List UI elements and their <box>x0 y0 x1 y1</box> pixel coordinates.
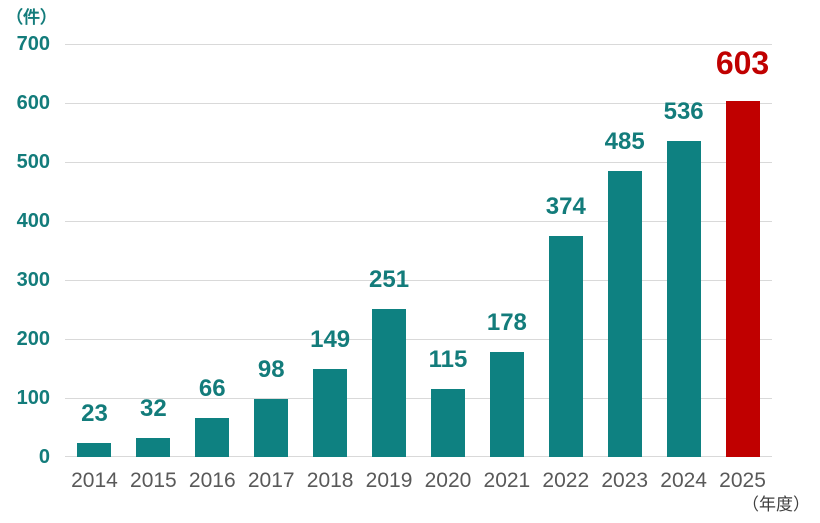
bar <box>313 369 348 457</box>
y-tick-label: 600 <box>16 92 50 114</box>
value-label: 23 <box>81 400 108 428</box>
y-tick-label: 500 <box>16 151 50 173</box>
y-tick-label: 400 <box>16 210 50 232</box>
bar <box>489 352 524 457</box>
value-label-highlight: 603 <box>715 45 770 82</box>
bar <box>195 418 230 457</box>
x-tick-label: 2017 <box>247 469 295 492</box>
value-label: 536 <box>663 97 704 125</box>
x-tick-label: 2016 <box>188 469 236 492</box>
value-label: 66 <box>198 375 226 403</box>
x-tick-label: 2023 <box>601 469 649 492</box>
gridline <box>65 398 772 399</box>
x-tick-label: 2015 <box>130 469 177 492</box>
x-tick-label: 2021 <box>483 469 531 492</box>
x-tick-label: 2025 <box>719 469 766 492</box>
x-tick-label: 2019 <box>365 469 413 492</box>
bar <box>430 389 465 457</box>
bar <box>372 308 407 457</box>
gridline <box>65 339 772 340</box>
y-tick-label: 200 <box>16 328 50 350</box>
y-axis-unit-label: （件） <box>6 8 57 27</box>
value-label: 374 <box>545 193 586 221</box>
y-tick-label: 300 <box>16 269 50 291</box>
gridline <box>65 44 772 45</box>
plot-area: 23 32 66 98 149 251 115 178 374 485 536 603 <box>65 44 772 457</box>
x-axis-unit-label: （年度） <box>742 495 810 514</box>
gridline <box>65 162 772 163</box>
bar <box>666 140 701 457</box>
x-tick-label: 2018 <box>306 469 354 492</box>
x-tick-label: 2014 <box>71 469 118 492</box>
y-tick-label: 100 <box>16 387 50 409</box>
x-tick-label: 2024 <box>660 469 707 492</box>
value-label: 115 <box>428 346 468 374</box>
value-label: 98 <box>257 356 285 384</box>
y-tick-label: 700 <box>16 33 50 55</box>
value-label: 178 <box>486 308 527 336</box>
bar <box>254 399 289 457</box>
value-label: 149 <box>310 326 351 354</box>
bar-highlight <box>725 101 760 457</box>
gridline <box>65 280 772 281</box>
value-label: 485 <box>604 127 645 155</box>
value-label: 251 <box>369 265 410 293</box>
gridline <box>65 103 772 104</box>
value-label: 32 <box>140 395 167 423</box>
bar <box>548 236 583 457</box>
bar <box>136 438 171 457</box>
x-tick-label: 2020 <box>424 469 472 492</box>
x-tick-label: 2022 <box>542 469 590 492</box>
x-axis-line <box>65 456 772 457</box>
bar <box>77 443 112 457</box>
y-tick-label: 0 <box>38 446 50 468</box>
gridline <box>65 221 772 222</box>
bar <box>607 170 642 457</box>
